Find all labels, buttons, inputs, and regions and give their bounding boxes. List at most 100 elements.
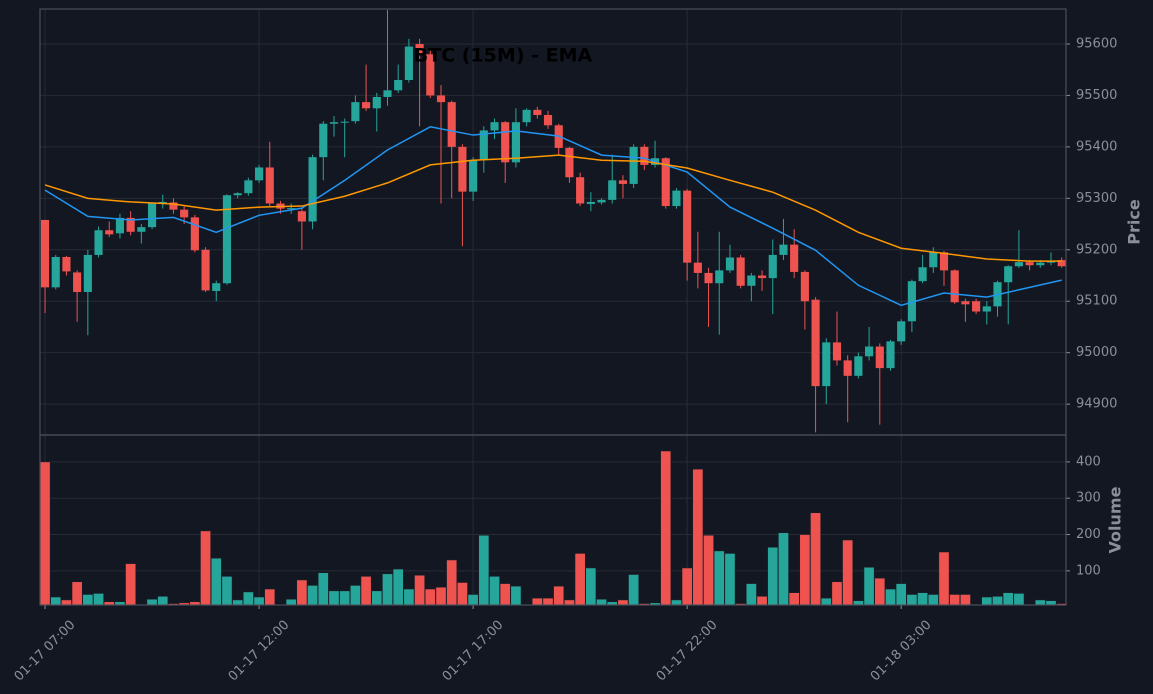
candle-body — [469, 159, 478, 192]
y-tick-label: 95400 — [1076, 139, 1117, 154]
candle-body — [822, 342, 831, 387]
candle-body — [1046, 261, 1056, 263]
candle-body — [929, 252, 938, 268]
candle-body — [854, 356, 863, 376]
candle-body — [939, 252, 949, 271]
candle-body — [1025, 262, 1034, 266]
volume-bar — [531, 597, 543, 606]
volume-bar — [435, 586, 447, 606]
volume-bar — [938, 551, 950, 606]
candle-body — [982, 306, 991, 312]
volume-bar — [959, 594, 971, 606]
volume-bar — [328, 590, 340, 606]
candle-body — [105, 230, 114, 235]
candle-body — [511, 122, 520, 163]
candle-body — [436, 95, 446, 103]
volume-bar — [906, 594, 918, 606]
volume-bar — [745, 583, 757, 606]
x-tick-label: 01-17 17:00 — [440, 618, 507, 685]
volume-bar — [371, 590, 383, 606]
candle-body — [768, 254, 777, 279]
volume-bar — [446, 559, 458, 606]
candle-body — [800, 271, 809, 302]
candle-body — [897, 321, 906, 342]
candle-body — [533, 109, 542, 115]
volume-bar — [842, 539, 854, 606]
volume-bar — [585, 567, 597, 606]
candle-body — [490, 122, 499, 131]
candle-body — [212, 283, 221, 291]
candle-body — [265, 167, 274, 204]
candle-body — [319, 123, 328, 158]
volume-bar — [927, 594, 939, 606]
volume-bar — [810, 512, 822, 606]
candle-body — [661, 158, 670, 207]
candle-body — [340, 121, 349, 123]
volume-bar — [403, 588, 415, 606]
volume-bar — [157, 595, 169, 606]
volume-bar — [1045, 600, 1057, 606]
y-axis-label: Price — [1125, 199, 1144, 245]
candle-body — [522, 109, 531, 123]
volume-bar — [885, 588, 896, 606]
candle-body — [747, 275, 756, 286]
candle-body — [404, 46, 413, 80]
candle-body — [811, 299, 820, 387]
y-tick-label: 100 — [1076, 563, 1101, 578]
volume-bar — [71, 581, 83, 606]
volume-bar — [553, 585, 565, 606]
volume-bar — [264, 588, 276, 606]
candle-body — [832, 342, 842, 361]
volume-bar — [210, 557, 222, 606]
candle-body — [918, 267, 927, 282]
candle-body — [115, 217, 125, 234]
volume-bar — [820, 597, 832, 606]
volume-bar — [424, 588, 436, 606]
volume-bar — [200, 530, 211, 606]
candle-body — [608, 180, 617, 200]
volume-bar — [767, 546, 779, 606]
candle-body — [597, 199, 606, 203]
volume-bar — [895, 583, 907, 606]
candle-body — [362, 102, 371, 109]
candle-body — [372, 96, 381, 109]
volume-bar — [713, 550, 725, 606]
candle-body — [73, 272, 82, 292]
volume-bar — [863, 566, 875, 606]
volume-bar — [93, 593, 104, 606]
candle-body — [865, 346, 874, 357]
y-tick-label: 94900 — [1076, 397, 1117, 412]
volume-bar — [874, 577, 886, 606]
candle-body — [383, 90, 392, 97]
candle-body — [94, 230, 103, 255]
volume-bar — [489, 576, 500, 606]
y-tick-label: 200 — [1076, 527, 1101, 542]
volume-bar — [778, 532, 789, 606]
candle-body — [672, 190, 681, 207]
candle-body — [51, 256, 60, 288]
volume-bar — [799, 534, 811, 606]
candle-body — [843, 360, 852, 376]
candle-body — [961, 301, 970, 305]
candle-body — [255, 167, 264, 181]
volume-bar — [617, 599, 629, 606]
volume-bar — [852, 600, 864, 606]
volume-bar — [50, 596, 62, 606]
candle-body — [779, 244, 788, 255]
candle-body — [244, 180, 253, 194]
volume-bar — [232, 599, 244, 606]
y-tick-label: 95300 — [1076, 191, 1117, 206]
candle-body — [351, 102, 360, 122]
candle-body — [1057, 260, 1066, 267]
candle-body — [62, 256, 71, 272]
y-tick-label: 95000 — [1076, 345, 1117, 360]
volume-bar — [349, 585, 361, 606]
x-tick-label: 01-17 12:00 — [226, 618, 293, 685]
candle-body — [479, 130, 488, 160]
candle-body — [222, 195, 232, 284]
candle-body — [736, 257, 745, 286]
candle-body — [329, 122, 339, 124]
y-tick-label: 95200 — [1076, 242, 1117, 257]
candle-body — [415, 43, 424, 55]
candle-body — [447, 102, 456, 147]
